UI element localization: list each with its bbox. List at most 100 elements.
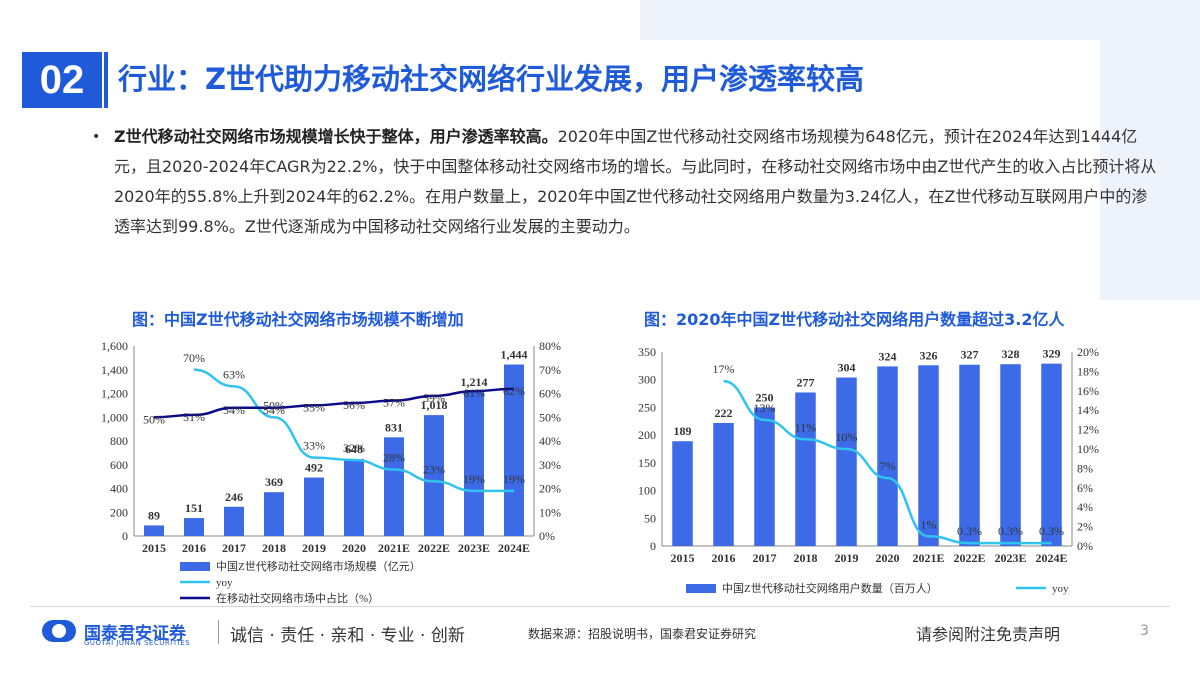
y-left-tick-label: 0 xyxy=(650,539,656,553)
bar xyxy=(264,492,284,536)
bar xyxy=(144,525,164,536)
paragraph-body: 2020年中国Z世代移动社交网络市场规模为648亿元，预计在2024年达到144… xyxy=(114,127,1157,236)
x-tick-label: 2016 xyxy=(712,551,736,565)
y-right-tick-label: 16% xyxy=(1077,384,1099,398)
footer-divider xyxy=(30,606,1170,607)
company-slogan: 诚信 · 责任 · 亲和 · 专业 · 创新 xyxy=(230,626,465,646)
bar xyxy=(918,365,939,546)
y-left-tick-label: 200 xyxy=(110,505,128,519)
y-right-tick-label: 10% xyxy=(539,505,561,519)
line-data-label: 10% xyxy=(836,430,858,444)
y-left-tick-label: 1,600 xyxy=(101,339,128,353)
bar xyxy=(1000,364,1021,546)
bar xyxy=(1041,363,1062,546)
x-tick-label: 2017 xyxy=(222,541,246,555)
y-right-tick-label: 4% xyxy=(1077,500,1093,514)
x-tick-label: 2024E xyxy=(1035,551,1067,565)
line-data-label: 28% xyxy=(383,451,405,465)
line-data-label: 13% xyxy=(754,401,776,415)
y-left-tick-label: 1,400 xyxy=(101,363,128,377)
y-left-tick-label: 400 xyxy=(110,482,128,496)
bar xyxy=(713,422,734,546)
bar xyxy=(224,506,244,536)
bar-data-label: 1,018 xyxy=(421,398,448,412)
x-tick-label: 2015 xyxy=(142,541,166,555)
bar-data-label: 328 xyxy=(1002,347,1020,361)
y-right-tick-label: 50% xyxy=(539,410,561,424)
y-right-tick-label: 20% xyxy=(1077,345,1099,359)
bar-data-label: 492 xyxy=(305,461,323,475)
line-data-label: 51% xyxy=(183,410,205,424)
chart2-title: 图：2020年中国Z世代移动社交网络用户数量超过3.2亿人 xyxy=(644,310,1065,329)
y-left-tick-label: 200 xyxy=(638,428,656,442)
legend-label: yoy xyxy=(1052,583,1069,595)
x-tick-label: 2022E xyxy=(953,551,985,565)
x-tick-label: 2020 xyxy=(342,541,366,555)
bar-data-label: 189 xyxy=(674,424,692,438)
bullet-icon: • xyxy=(92,129,101,145)
y-right-tick-label: 12% xyxy=(1077,423,1099,437)
legend-label: 中国Z世代移动社交网络用户数量（百万人） xyxy=(722,581,938,595)
bar xyxy=(672,441,693,546)
y-right-tick-label: 80% xyxy=(539,339,561,353)
line-data-label: 32% xyxy=(343,441,365,455)
x-tick-label: 2016 xyxy=(182,541,206,555)
line-data-label: 23% xyxy=(423,462,445,476)
y-right-tick-label: 2% xyxy=(1077,520,1093,534)
line-data-label: 50% xyxy=(143,412,165,426)
y-left-tick-label: 300 xyxy=(638,373,656,387)
y-left-tick-label: 150 xyxy=(638,456,656,470)
series-line-yoy xyxy=(193,368,514,493)
y-left-tick-label: 0 xyxy=(122,529,128,543)
legend-label: yoy xyxy=(216,577,233,589)
line-data-label: 57% xyxy=(383,396,405,410)
bar xyxy=(384,437,404,536)
bar-data-label: 222 xyxy=(715,406,733,420)
y-left-tick-label: 600 xyxy=(110,458,128,472)
line-data-label: 19% xyxy=(503,472,525,486)
y-left-tick-label: 1,000 xyxy=(101,410,128,424)
bar-data-label: 246 xyxy=(225,490,243,504)
y-right-tick-label: 18% xyxy=(1077,364,1099,378)
y-left-tick-label: 350 xyxy=(638,345,656,359)
bar xyxy=(424,415,444,536)
company-name: 国泰君安证券 xyxy=(84,624,186,644)
bar xyxy=(836,377,857,546)
legend-label: 在移动社交网络市场中占比（%） xyxy=(216,591,379,605)
bar-data-label: 327 xyxy=(961,348,979,362)
line-data-label: 56% xyxy=(343,398,365,412)
line-data-label: 70% xyxy=(183,351,205,365)
line-data-label: 62% xyxy=(503,384,525,398)
bar-data-label: 151 xyxy=(185,501,203,515)
y-right-tick-label: 40% xyxy=(539,434,561,448)
section-number: 02 xyxy=(22,52,102,108)
paragraph-text: Z世代移动社交网络市场规模增长快于整体，用户渗透率较高。2020年中国Z世代移动… xyxy=(114,122,1162,242)
line-data-label: 59% xyxy=(423,391,445,405)
x-tick-label: 2024E xyxy=(498,541,530,555)
y-left-tick-label: 800 xyxy=(110,434,128,448)
y-right-tick-label: 60% xyxy=(539,387,561,401)
y-right-tick-label: 70% xyxy=(539,363,561,377)
x-tick-label: 2018 xyxy=(794,551,818,565)
bar xyxy=(304,477,324,536)
slide-header: 02 行业：Z世代助力移动社交网络行业发展，用户渗透率较高 xyxy=(0,42,1200,114)
x-tick-label: 2020 xyxy=(876,551,900,565)
y-left-tick-label: 50 xyxy=(644,511,656,525)
x-tick-label: 2019 xyxy=(835,551,859,565)
bar-data-label: 324 xyxy=(879,349,897,363)
line-data-label: 0.3% xyxy=(1039,524,1064,538)
bar-data-label: 250 xyxy=(756,390,774,404)
y-right-tick-label: 14% xyxy=(1077,403,1099,417)
bar xyxy=(344,459,364,536)
x-tick-label: 2021E xyxy=(912,551,944,565)
line-data-label: 54% xyxy=(263,403,285,417)
bar-data-label: 329 xyxy=(1043,347,1061,361)
legend-swatch-bar xyxy=(686,584,716,593)
line-data-label: 19% xyxy=(463,472,485,486)
disclaimer-link[interactable]: 请参阅附注免责声明 xyxy=(916,625,1061,644)
line-data-label: 61% xyxy=(463,386,485,400)
y-right-tick-label: 30% xyxy=(539,458,561,472)
x-tick-label: 2023E xyxy=(458,541,490,555)
company-name-en: GUOTAI JUNAN SECURITIES xyxy=(84,639,191,647)
line-data-label: 55% xyxy=(303,400,325,414)
